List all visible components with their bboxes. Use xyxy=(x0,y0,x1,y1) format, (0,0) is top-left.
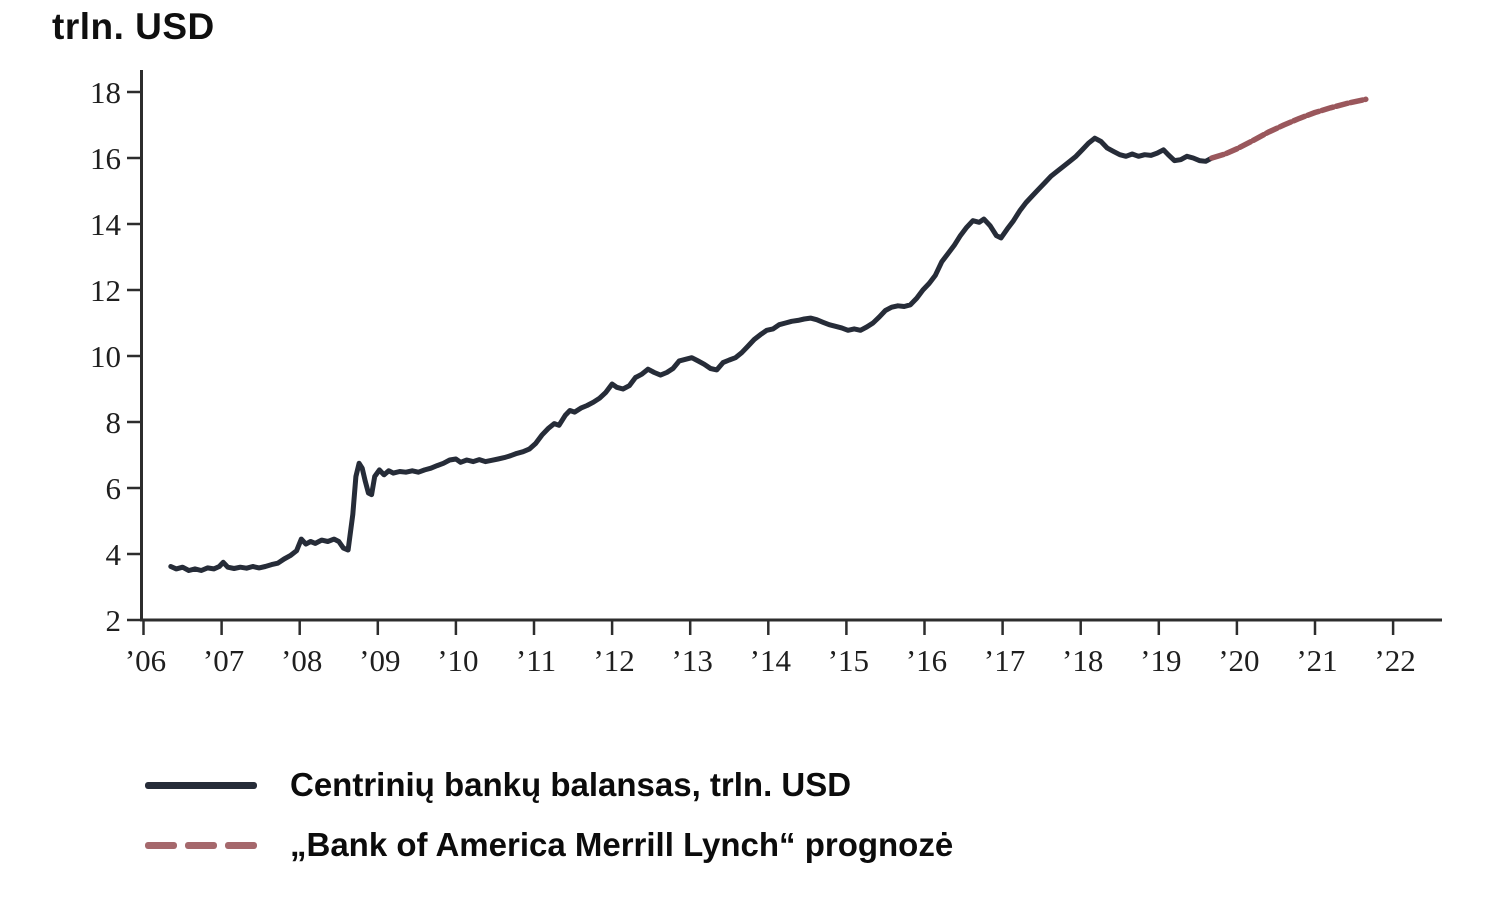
legend-item-history: Centrinių bankų balansas, trln. USD xyxy=(145,766,953,804)
x-tick-label: ’08 xyxy=(281,643,322,678)
x-tick-label: ’21 xyxy=(1296,643,1337,678)
x-tick-label: ’09 xyxy=(359,643,400,678)
y-tick-label: 2 xyxy=(106,603,122,638)
plot-area: 2 4 6 8 10 12 14 16 18 ’06 ’07 ’08 ’09 ’10 ’11 ’12 ’13 ’1… xyxy=(90,70,1442,678)
x-tick-label: ’19 xyxy=(1140,643,1181,678)
chart-title: trln. USD xyxy=(52,6,215,47)
x-tick-label: ’11 xyxy=(516,643,556,678)
x-tick-label: ’12 xyxy=(593,643,634,678)
x-tick-label: ’16 xyxy=(906,643,947,678)
solid-line-icon xyxy=(145,781,257,789)
y-tick-label: 8 xyxy=(106,405,122,440)
y-tick-label: 10 xyxy=(90,339,121,374)
x-tick-label: ’07 xyxy=(203,643,244,678)
legend-item-forecast: „Bank of America Merrill Lynch“ prognozė xyxy=(145,826,953,864)
x-tick-label: ’17 xyxy=(984,643,1025,678)
y-tick-label: 18 xyxy=(90,75,121,110)
x-tick-label: ’22 xyxy=(1374,643,1415,678)
x-tick-label: ’15 xyxy=(828,643,869,678)
y-tick-label: 14 xyxy=(90,207,122,242)
legend-label-forecast: „Bank of America Merrill Lynch“ prognozė xyxy=(290,826,954,863)
x-tick-label: ’20 xyxy=(1218,643,1259,678)
y-tick-label: 12 xyxy=(90,273,121,308)
x-tick-label: ’14 xyxy=(750,643,792,678)
x-tick-label: ’18 xyxy=(1062,643,1103,678)
x-tick-label: ’13 xyxy=(672,643,713,678)
history-line-swatch xyxy=(145,781,257,789)
y-tick-label: 4 xyxy=(106,537,122,572)
legend: Centrinių bankų balansas, trln. USD „Ban… xyxy=(145,766,953,864)
y-tick-label: 16 xyxy=(90,141,121,176)
y-tick-label: 6 xyxy=(106,471,122,506)
x-tick-label: ’10 xyxy=(437,643,478,678)
dashed-line-icon xyxy=(145,841,257,849)
x-tick-label: ’06 xyxy=(125,643,166,678)
series-history-line xyxy=(168,135,1215,573)
series-forecast-line xyxy=(1209,96,1369,161)
forecast-line-swatch xyxy=(145,841,257,849)
legend-label-history: Centrinių bankų balansas, trln. USD xyxy=(290,766,852,803)
